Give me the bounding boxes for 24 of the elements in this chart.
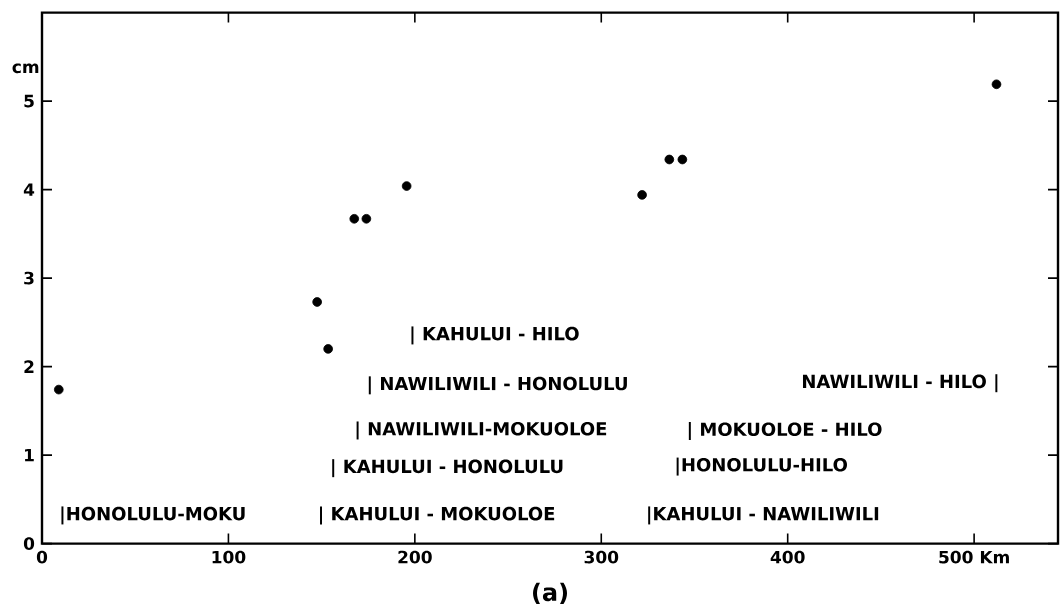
y-tick-label: 2: [24, 360, 34, 373]
y-tick-label: 3: [24, 271, 34, 285]
annotation: |KAHULUI - NAWILIWILI: [648, 506, 879, 525]
x-tick-label: 300: [584, 550, 619, 564]
annotation: |HONOLULU-HILO: [676, 457, 847, 476]
x-tick-label: 100: [212, 550, 246, 564]
y-tick-label: 0: [23, 537, 35, 551]
x-tick-label: 400: [770, 550, 805, 564]
annotation: | NAWILIWILI - HONOLULU: [368, 376, 627, 395]
annotation: | NAWILIWILI-MOKUOLOE: [356, 421, 607, 440]
annotation: | KAHULUI - HILO: [411, 326, 579, 345]
y-tick-label: 1: [25, 448, 34, 462]
annotation: | KAHULUI - MOKUOLOE: [320, 506, 555, 525]
y-tick-label: 5: [24, 94, 34, 108]
annotation: | MOKUOLOE - HILO: [688, 422, 882, 440]
y-axis-title: cm: [12, 63, 39, 74]
annotation: |HONOLULU-MOKU: [61, 506, 245, 525]
annotation: NAWILIWILI - HILO |: [802, 374, 998, 393]
x-tick-label: 0: [36, 550, 48, 564]
text: (a): [533, 582, 568, 605]
annotation: | KAHULUI - HONOLULU: [332, 459, 563, 478]
y-tick-label: 4: [23, 183, 35, 196]
x-tick-label: 200: [398, 550, 432, 564]
x-tick-label: 500 Km: [939, 550, 1009, 564]
